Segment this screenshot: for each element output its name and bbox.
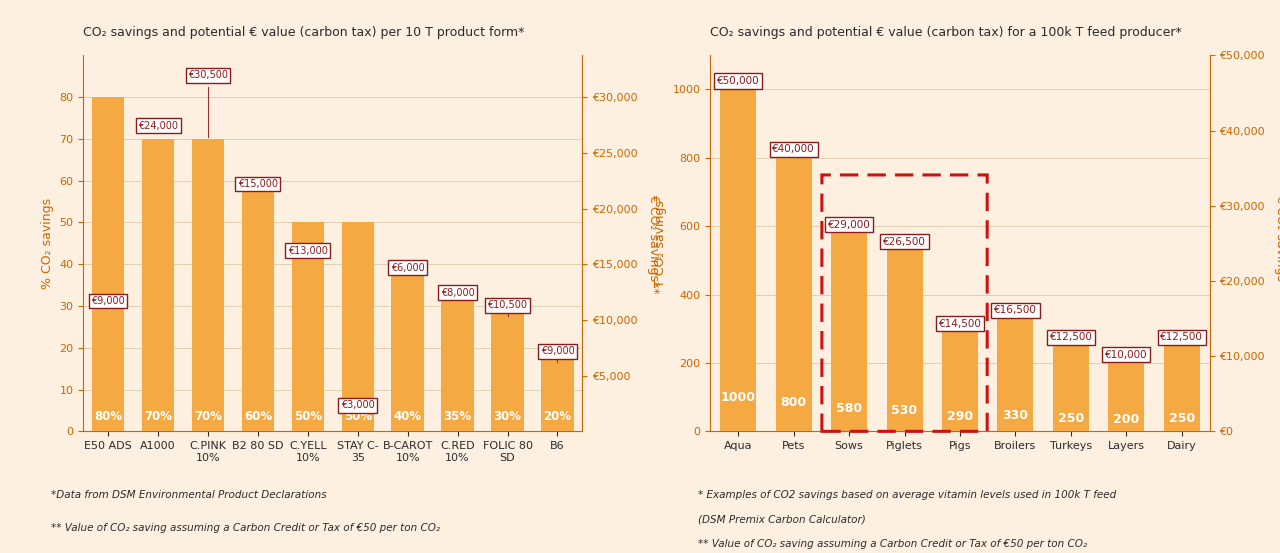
Text: €24,000: €24,000 bbox=[138, 121, 178, 131]
Bar bbox=[192, 139, 224, 431]
Text: 50%: 50% bbox=[344, 410, 371, 423]
Text: (DSM Premix Carbon Calculator): (DSM Premix Carbon Calculator) bbox=[698, 515, 865, 525]
Text: €14,500: €14,500 bbox=[938, 319, 982, 329]
Text: €15,000: €15,000 bbox=[238, 179, 278, 189]
Text: 580: 580 bbox=[836, 403, 863, 415]
Bar bbox=[942, 332, 978, 431]
Text: €8,000: €8,000 bbox=[440, 288, 475, 298]
Text: CO₂ savings and potential € value (carbon tax) per 10 T product form*: CO₂ savings and potential € value (carbo… bbox=[83, 25, 525, 39]
Text: 800: 800 bbox=[781, 397, 806, 409]
Y-axis label: € CO₂ savings**: € CO₂ savings** bbox=[1274, 194, 1280, 293]
Text: €26,500: €26,500 bbox=[883, 237, 925, 247]
Bar bbox=[721, 90, 756, 431]
Bar bbox=[292, 222, 324, 431]
Bar bbox=[392, 264, 424, 431]
Bar bbox=[492, 306, 524, 431]
Text: €9,000: €9,000 bbox=[540, 346, 575, 356]
Text: 250: 250 bbox=[1057, 411, 1084, 425]
Y-axis label: % CO₂ savings: % CO₂ savings bbox=[41, 198, 54, 289]
Y-axis label: T CO₂ savings: T CO₂ savings bbox=[654, 200, 667, 287]
Text: 80%: 80% bbox=[95, 410, 122, 423]
Text: 60%: 60% bbox=[244, 410, 271, 423]
Y-axis label: € CO₂ savings**: € CO₂ savings** bbox=[646, 194, 660, 293]
Bar bbox=[142, 139, 174, 431]
Text: 40%: 40% bbox=[394, 410, 421, 423]
Bar bbox=[242, 181, 274, 431]
Text: ** Value of CO₂ saving assuming a Carbon Credit or Tax of €50 per ton CO₂: ** Value of CO₂ saving assuming a Carbon… bbox=[698, 540, 1087, 550]
Bar bbox=[997, 319, 1033, 431]
Text: €50,000: €50,000 bbox=[717, 76, 759, 86]
Bar bbox=[776, 158, 812, 431]
Text: €12,500: €12,500 bbox=[1161, 332, 1203, 342]
Bar bbox=[1053, 346, 1089, 431]
Text: €40,000: €40,000 bbox=[772, 144, 815, 154]
Text: €10,000: €10,000 bbox=[1105, 349, 1148, 359]
Text: 250: 250 bbox=[1169, 411, 1196, 425]
Bar bbox=[1108, 363, 1144, 431]
Text: €29,000: €29,000 bbox=[828, 220, 870, 229]
Text: 50%: 50% bbox=[294, 410, 321, 423]
Bar bbox=[342, 222, 374, 431]
Text: 330: 330 bbox=[1002, 409, 1028, 422]
Text: 70%: 70% bbox=[195, 410, 221, 423]
Text: 530: 530 bbox=[891, 404, 918, 417]
Text: *Data from DSM Environmental Product Declarations: *Data from DSM Environmental Product Dec… bbox=[51, 490, 326, 500]
Text: 70%: 70% bbox=[145, 410, 172, 423]
Text: 20%: 20% bbox=[544, 410, 571, 423]
Text: 1000: 1000 bbox=[721, 391, 755, 404]
Text: €6,000: €6,000 bbox=[390, 263, 425, 273]
Text: ** Value of CO₂ saving assuming a Carbon Credit or Tax of €50 per ton CO₂: ** Value of CO₂ saving assuming a Carbon… bbox=[51, 523, 440, 533]
Text: 30%: 30% bbox=[494, 410, 521, 423]
Text: CO₂ savings and potential € value (carbon tax) for a 100k T feed producer*: CO₂ savings and potential € value (carbo… bbox=[710, 25, 1183, 39]
Bar bbox=[92, 97, 124, 431]
Text: €10,500: €10,500 bbox=[488, 300, 527, 310]
Text: €13,000: €13,000 bbox=[288, 246, 328, 256]
Text: €12,500: €12,500 bbox=[1050, 332, 1092, 342]
Text: €16,500: €16,500 bbox=[995, 305, 1037, 315]
Bar bbox=[442, 285, 474, 431]
Bar bbox=[541, 348, 573, 431]
Text: * Examples of CO2 savings based on average vitamin levels used in 100k T feed: * Examples of CO2 savings based on avera… bbox=[698, 490, 1116, 500]
Bar bbox=[1164, 346, 1199, 431]
Text: 35%: 35% bbox=[444, 410, 471, 423]
Text: €30,500: €30,500 bbox=[188, 70, 228, 80]
Bar bbox=[831, 233, 867, 431]
Text: 290: 290 bbox=[947, 410, 973, 424]
Text: €9,000: €9,000 bbox=[91, 296, 125, 306]
Bar bbox=[887, 250, 923, 431]
Text: 200: 200 bbox=[1114, 413, 1139, 426]
Text: €3,000: €3,000 bbox=[340, 400, 375, 410]
